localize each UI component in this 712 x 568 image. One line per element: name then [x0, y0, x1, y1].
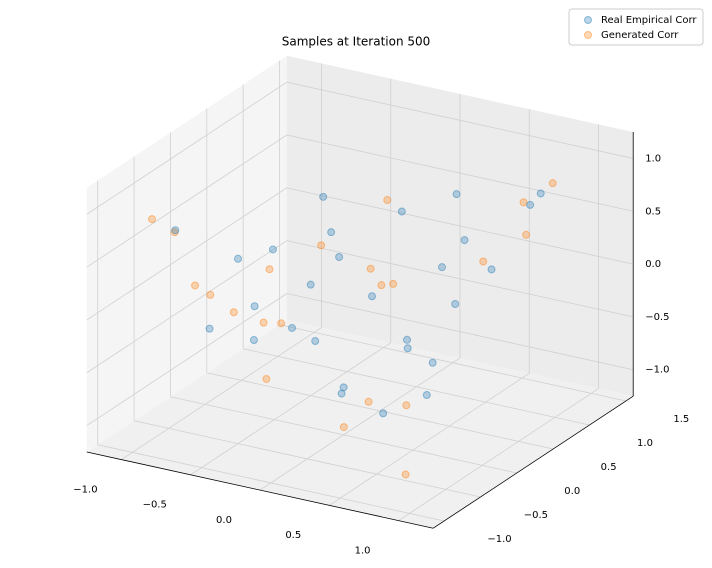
data-point	[191, 281, 200, 290]
data-point	[206, 290, 215, 299]
data-point	[250, 302, 259, 311]
grid-line	[398, 388, 599, 521]
x-tick-label: 0.5	[285, 530, 301, 541]
grid-line	[329, 372, 530, 506]
data-point	[401, 470, 410, 479]
x-tick-label: 0.0	[216, 515, 232, 526]
data-point	[229, 308, 238, 317]
data-point	[339, 383, 348, 392]
chart-title: Samples at Iteration 500	[282, 35, 431, 49]
data-point	[335, 252, 344, 261]
grid-line	[97, 444, 445, 522]
data-point	[487, 265, 496, 274]
grid-line	[286, 240, 634, 318]
grid-line	[286, 293, 634, 371]
data-point	[403, 335, 412, 344]
grid-line	[243, 348, 590, 426]
data-point	[422, 391, 431, 400]
data-point	[148, 215, 157, 224]
data-point	[327, 228, 336, 237]
data-point	[522, 230, 531, 239]
data-point	[379, 409, 388, 418]
data-point	[438, 263, 447, 272]
grid-line	[86, 134, 288, 268]
data-point	[368, 292, 377, 301]
data-point	[319, 192, 328, 201]
y-tick-label: 0.0	[564, 486, 580, 497]
grid-line	[121, 327, 322, 460]
legend: Real Empirical Corr Generated Corr	[568, 8, 704, 46]
grid-line	[286, 134, 634, 212]
data-point	[548, 179, 557, 188]
y-tick-label: 1.0	[637, 438, 653, 449]
data-point	[317, 241, 326, 250]
x-tick-label: −1.0	[73, 484, 97, 495]
data-point	[536, 189, 545, 198]
data-point	[479, 257, 488, 266]
data-point	[526, 200, 535, 209]
grid-line	[170, 396, 517, 474]
grid-line	[286, 81, 634, 159]
y-tick-label: 0.5	[601, 462, 617, 473]
x-axis-line	[86, 451, 434, 529]
data-point	[265, 265, 274, 274]
data-point	[403, 344, 412, 353]
grid-line	[133, 420, 481, 498]
y-tick-label: 1.5	[673, 414, 689, 425]
data-point	[389, 279, 398, 288]
grid-line	[86, 240, 288, 374]
data-point	[366, 264, 375, 273]
data-point	[428, 358, 437, 367]
grid-line	[206, 372, 554, 450]
data-point	[262, 374, 271, 383]
data-point	[519, 198, 528, 207]
data-point	[364, 397, 373, 406]
data-point	[337, 389, 346, 398]
data-point	[306, 280, 315, 289]
legend-label: Real Empirical Corr	[601, 15, 697, 26]
data-point	[339, 423, 348, 432]
z-tick-label: 1.0	[645, 153, 661, 164]
grid-line	[86, 293, 288, 426]
x-tick-label: 1.0	[355, 545, 371, 556]
data-point	[451, 299, 460, 308]
data-point	[460, 236, 469, 245]
data-point	[170, 228, 179, 237]
y-tick-label: −1.0	[487, 534, 511, 545]
legend-marker	[584, 16, 592, 24]
data-point	[402, 401, 411, 410]
data-point	[259, 318, 268, 327]
legend-frame	[568, 8, 704, 46]
z-tick-label: −0.5	[645, 312, 669, 323]
grid-line	[259, 357, 461, 491]
x-tick-label: −0.5	[143, 500, 167, 511]
data-point	[249, 336, 258, 345]
data-point	[205, 324, 214, 333]
legend-marker	[584, 31, 592, 39]
data-point	[171, 226, 180, 235]
data-point	[377, 281, 386, 290]
grid-line	[190, 342, 391, 476]
data-point	[397, 207, 406, 216]
z-tick-label: −1.0	[645, 365, 669, 376]
y-axis-line	[432, 395, 634, 529]
grid-line	[86, 187, 288, 321]
data-point	[233, 254, 242, 263]
data-point	[452, 190, 461, 199]
y-tick-label: −0.5	[524, 510, 548, 521]
z-tick-label: 0.5	[645, 206, 661, 217]
grid-line	[286, 187, 634, 265]
data-point	[268, 245, 277, 254]
z-tick-label: 0.0	[645, 259, 661, 270]
data-point	[383, 196, 392, 205]
grid-line	[279, 324, 627, 402]
data-point	[311, 337, 320, 346]
legend-label: Generated Corr	[601, 30, 679, 41]
grid-line	[86, 81, 288, 215]
data-point	[288, 323, 297, 332]
data-point	[277, 319, 286, 328]
